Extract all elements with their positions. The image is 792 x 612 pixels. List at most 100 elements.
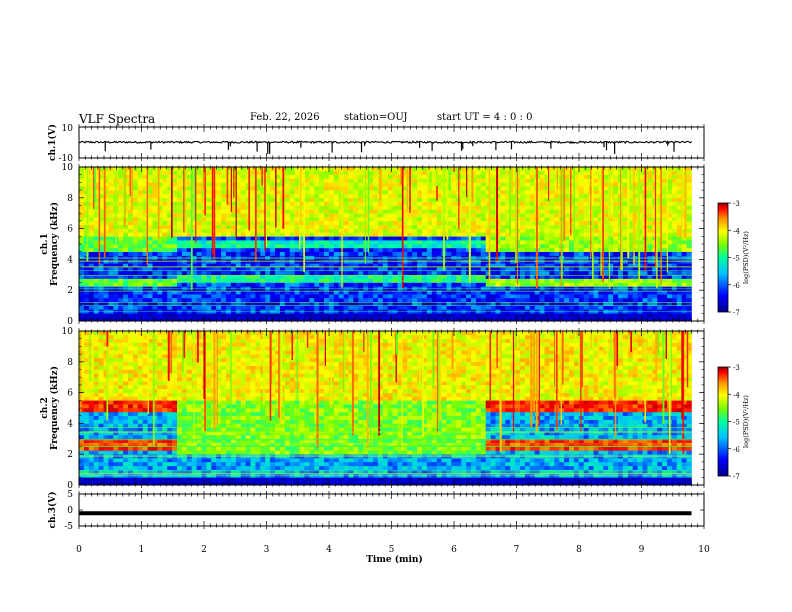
spectrogram-cell	[475, 290, 482, 295]
spectrogram-cell	[554, 193, 560, 199]
spectrogram-cell	[368, 209, 374, 214]
spectrogram-cell	[471, 274, 477, 279]
spectrogram-cell	[216, 290, 222, 295]
spectrogram-cell	[461, 167, 467, 172]
spectrogram-cell	[338, 270, 344, 276]
spectrogram-cell	[108, 232, 114, 237]
spectrogram-cell	[226, 263, 232, 268]
spectrogram-cell	[422, 244, 428, 249]
spectrogram-cell	[402, 182, 408, 187]
spectrogram-cell	[520, 209, 526, 214]
spectrogram-cell	[475, 224, 482, 229]
spectrogram-cell	[270, 267, 276, 272]
spectrogram-cell	[270, 240, 276, 245]
spectrogram-cell	[324, 270, 330, 276]
spectrogram-cell	[309, 167, 315, 172]
spectrogram-cell	[578, 228, 584, 233]
spectrogram-cell	[79, 170, 85, 175]
spectrogram-cell	[387, 201, 393, 206]
spectrogram-cell	[338, 232, 344, 237]
spectrogram-cell	[549, 240, 555, 245]
spectrogram-cell	[162, 247, 168, 252]
spectrogram-cell	[446, 190, 452, 195]
spectrogram-cell	[98, 301, 104, 306]
spectrogram-cell	[593, 190, 599, 195]
spectrogram-cell	[319, 174, 325, 179]
spectrogram-cell	[373, 197, 379, 202]
spectrogram-cell	[475, 190, 482, 195]
spectrogram-cell	[353, 313, 359, 318]
spectrogram-cell	[529, 297, 535, 303]
spectrogram-cell	[426, 247, 433, 252]
spectrogram-cell	[426, 240, 433, 245]
spectrogram-cell	[108, 247, 114, 252]
spectrogram-cell	[157, 301, 163, 306]
spectrogram-cell	[529, 205, 535, 210]
spectrogram-cell	[485, 190, 491, 195]
spectrogram-cell	[294, 220, 300, 226]
spectrogram-cell	[456, 297, 462, 303]
spectrogram-cell	[480, 224, 486, 229]
spectrogram-cell	[324, 190, 330, 195]
spectrogram-cell	[132, 193, 139, 199]
spectrogram-cell	[593, 224, 599, 229]
spectrogram-cell	[172, 240, 178, 245]
spectrogram-cell	[426, 220, 433, 226]
spectrogram-cell	[348, 263, 354, 268]
spectrogram-cell	[265, 178, 271, 183]
spectrogram-cell	[544, 247, 550, 252]
spectrogram-cell	[485, 282, 491, 287]
spectrogram-cell	[549, 305, 555, 310]
spectrogram-cell	[544, 263, 550, 268]
spectrogram-cell	[431, 228, 437, 233]
spectrogram-cell	[103, 220, 109, 226]
spectrogram-cell	[471, 305, 477, 310]
spectrogram-cell	[177, 228, 183, 233]
spectrogram-cell	[539, 220, 545, 226]
spectrogram-cell	[83, 270, 90, 276]
spectrogram-cell	[573, 301, 580, 306]
spectrogram-cell	[593, 201, 599, 206]
spectrogram-cell	[368, 213, 374, 218]
spectrogram-cell	[260, 244, 266, 249]
spectrogram-cell	[451, 251, 457, 256]
spectrogram-cell	[480, 232, 486, 237]
spectrogram-cell	[338, 251, 344, 256]
spectrogram-cell	[466, 317, 472, 322]
spectrogram-cell	[226, 190, 232, 195]
spectrogram-cell	[235, 267, 241, 272]
spectrogram-cell	[446, 193, 452, 199]
spectrogram-cell	[157, 178, 163, 183]
spectrogram-cell	[206, 244, 212, 249]
spectrogram-cell	[358, 182, 364, 187]
spectrogram-cell	[456, 267, 462, 272]
spectrogram-cell	[603, 301, 609, 306]
spectrogram-cell	[426, 297, 433, 303]
spectrogram-cell	[132, 236, 139, 241]
spectrogram-cell	[265, 224, 271, 229]
spectrogram-cell	[137, 282, 143, 287]
spectrogram-cell	[608, 232, 614, 237]
spectrogram-cell	[230, 236, 237, 241]
spectrogram-cell	[338, 236, 344, 241]
spectrogram-cell	[456, 236, 462, 241]
spectrogram-cell	[137, 213, 143, 218]
spectrogram-cell	[583, 236, 589, 241]
spectrogram-cell	[382, 190, 388, 195]
spectrogram-cell	[373, 251, 379, 256]
spectrogram-cell	[118, 297, 124, 303]
spectrogram-cell	[495, 251, 501, 256]
spectrogram-cell	[353, 213, 359, 218]
spectrogram-cell	[338, 205, 344, 210]
spectrogram-cell	[230, 267, 237, 272]
spectrogram-cell	[466, 174, 472, 179]
spectrogram-cell	[426, 209, 433, 214]
spectrogram-cell	[368, 178, 374, 183]
spectrogram-cell	[265, 251, 271, 256]
spectrogram-cell	[172, 282, 178, 287]
spectrogram-cell	[152, 232, 158, 237]
spectrogram-cell	[417, 217, 423, 222]
spectrogram-cell	[137, 274, 143, 279]
spectrogram-cell	[255, 201, 261, 206]
spectrogram-cell	[98, 170, 104, 175]
